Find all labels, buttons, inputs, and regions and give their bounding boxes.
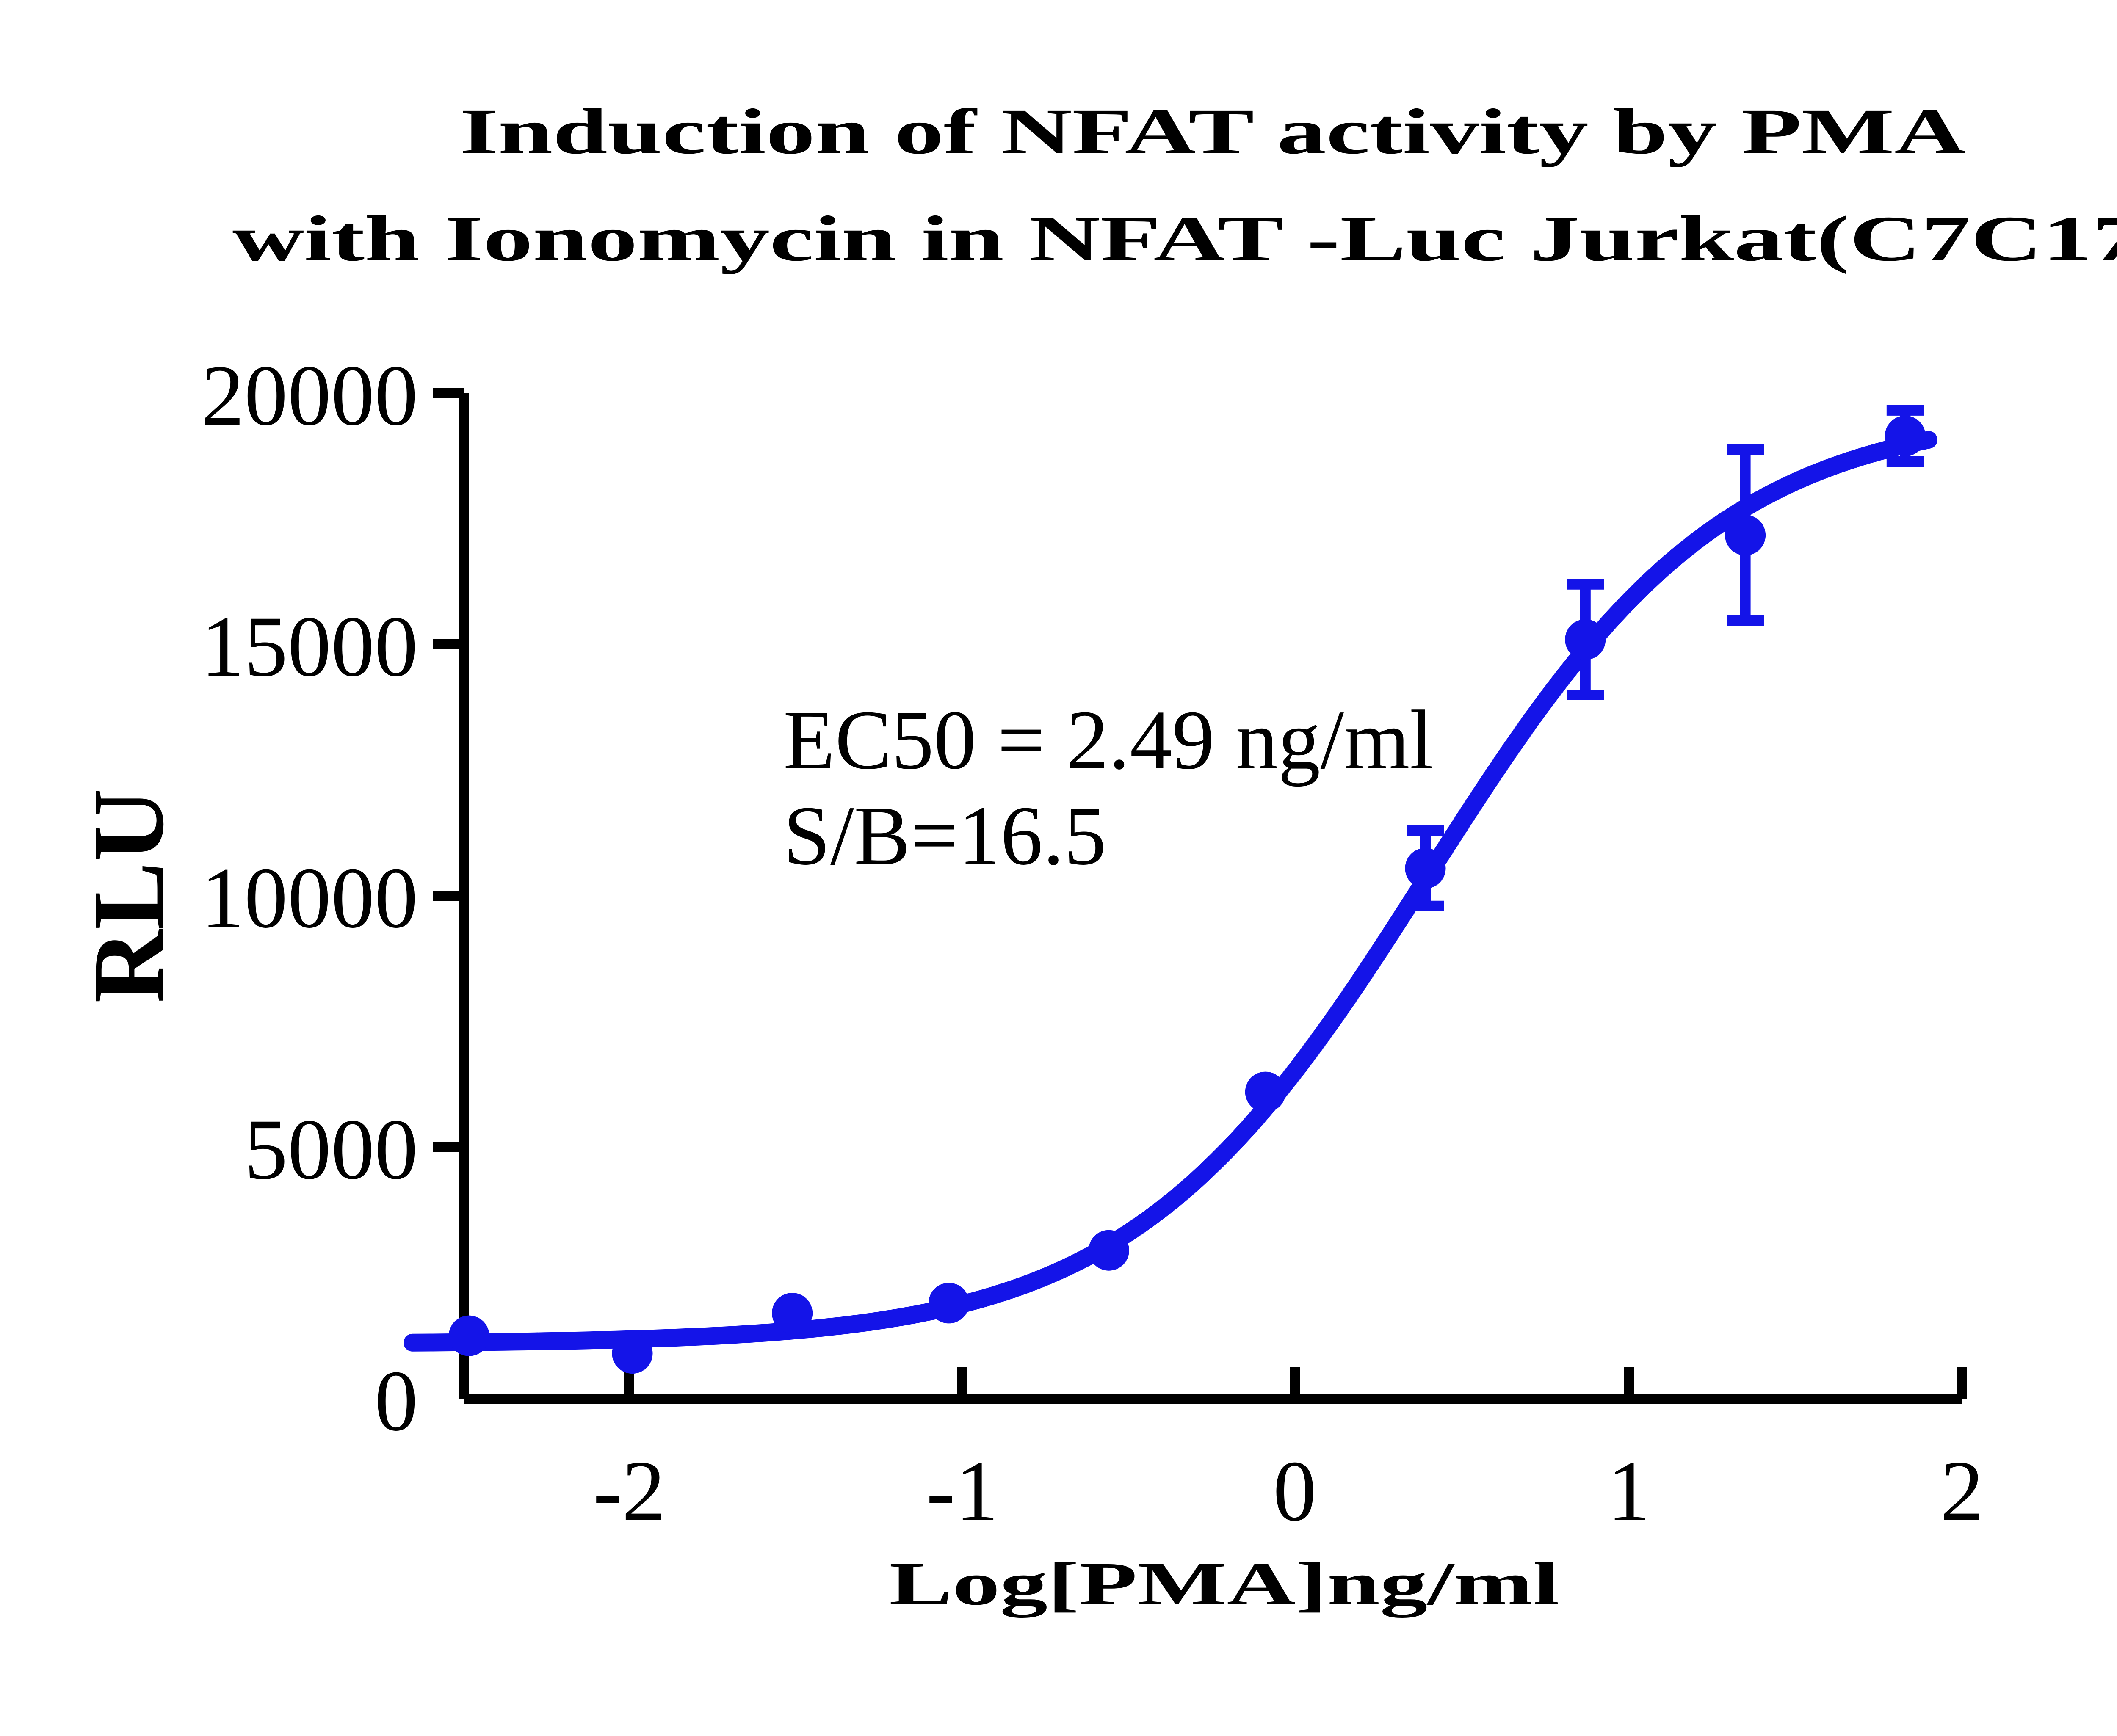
svg-text:S/B=16.5: S/B=16.5 [783, 789, 1106, 883]
svg-text:RLU: RLU [72, 789, 185, 1003]
svg-text:with Ionomycin in NFAT -Luc Ju: with Ionomycin in NFAT -Luc Jurkat(C7C17… [232, 203, 2117, 275]
svg-text:-2: -2 [593, 1443, 666, 1539]
svg-text:Log[PMA]ng/ml: Log[PMA]ng/ml [889, 1550, 1559, 1618]
svg-text:15000: 15000 [201, 599, 418, 695]
svg-text:5000: 5000 [244, 1101, 418, 1198]
svg-text:20000: 20000 [201, 348, 418, 444]
svg-text:10000: 10000 [201, 850, 418, 946]
svg-text:0: 0 [1273, 1443, 1317, 1539]
svg-text:EC50 = 2.49 ng/ml: EC50 = 2.49 ng/ml [783, 693, 1433, 787]
svg-text:Induction of NFAT activity by: Induction of NFAT activity by PMA [460, 96, 1965, 168]
svg-text:2: 2 [1940, 1443, 1984, 1539]
svg-text:-1: -1 [926, 1443, 999, 1539]
svg-text:1: 1 [1607, 1443, 1651, 1539]
svg-text:0: 0 [375, 1353, 418, 1449]
